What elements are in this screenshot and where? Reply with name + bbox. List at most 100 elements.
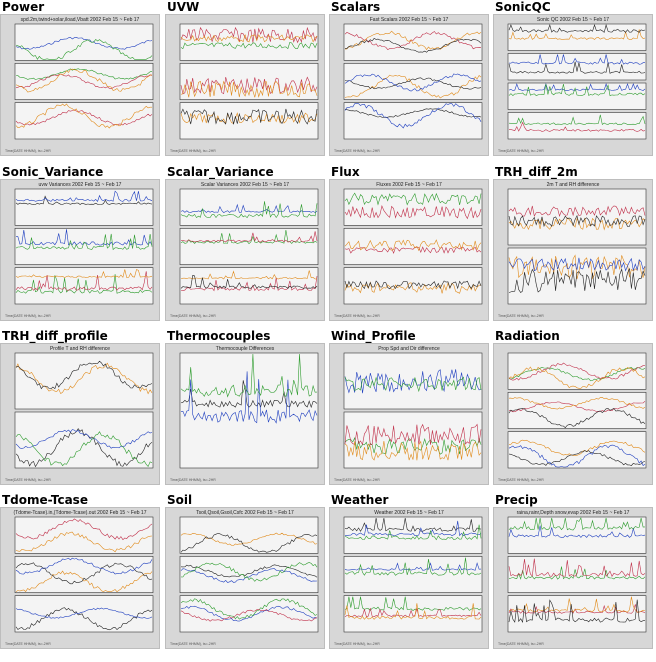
plot-title: Thermocouple Differences bbox=[215, 346, 275, 352]
plot-panel bbox=[14, 411, 154, 469]
series-line bbox=[180, 33, 318, 43]
plot-cell: Soil Tsoil,Qsoil,Gsoil,Csfc 2002 Feb 15 ~… bbox=[165, 493, 325, 653]
plot-footer: Time(DATE HHMM), ts=-2HR bbox=[170, 478, 216, 482]
plot-title: (Tdome-Tcase).in,(Tdome-Tcase).out 2002 … bbox=[13, 510, 147, 516]
plot-thumbnail[interactable]: Fast Scalars 2002 Feb 15 ~ Feb 17 Time(DA… bbox=[329, 14, 489, 156]
plot-graphic bbox=[14, 516, 154, 633]
series-line bbox=[508, 83, 646, 97]
plot-title: Profile T and RH difference bbox=[49, 346, 111, 352]
plot-graphic bbox=[507, 188, 647, 305]
series-line bbox=[508, 83, 646, 92]
plot-footer: Time(DATE HHMM), ts=-2HR bbox=[5, 478, 51, 482]
plot-thumbnail[interactable]: uvw Variances 2002 Feb 15 ~ Feb 17 Time(D… bbox=[0, 179, 160, 321]
plot-cell: SonicQC Sonic QC 2002 Feb 15 ~ Feb 17 Time… bbox=[493, 0, 653, 160]
series-line bbox=[180, 598, 318, 620]
series-line bbox=[180, 270, 318, 280]
series-line bbox=[180, 76, 318, 95]
series-line bbox=[344, 74, 482, 99]
plot-cell: Tdome-Tcase (Tdome-Tcase).in,(Tdome-Tcase… bbox=[0, 493, 160, 653]
series-line bbox=[344, 108, 482, 118]
plot-graphic bbox=[343, 23, 483, 140]
plot-graphic bbox=[179, 188, 319, 305]
series-line bbox=[508, 517, 646, 531]
series-line bbox=[508, 114, 646, 126]
plot-heading: TRH_diff_profile bbox=[2, 329, 108, 343]
series-line bbox=[344, 376, 482, 393]
plot-panel bbox=[14, 228, 154, 265]
plot-footer: Time(DATE HHMM), ts=-2HR bbox=[5, 149, 51, 153]
series-line bbox=[180, 380, 318, 409]
plot-footer: Time(DATE HHMM), ts=-2HR bbox=[498, 314, 544, 318]
plot-title: Prop Spd and Dir difference bbox=[378, 346, 440, 352]
series-line bbox=[344, 596, 482, 611]
series-line bbox=[344, 30, 482, 51]
plot-title: Fluxes 2002 Feb 15 ~ Feb 17 bbox=[376, 182, 442, 188]
plot-thumbnail[interactable]: Profile T and RH difference Time(DATE HHM… bbox=[0, 343, 160, 485]
series-line bbox=[508, 257, 646, 272]
series-line bbox=[15, 73, 153, 90]
plot-thumbnail[interactable]: 2m T and RH difference Time(DATE HHMM), t… bbox=[493, 179, 653, 321]
series-line bbox=[15, 431, 153, 468]
plot-panel bbox=[14, 23, 154, 61]
series-line bbox=[508, 205, 646, 217]
series-line bbox=[180, 371, 318, 424]
series-line bbox=[344, 246, 482, 254]
plot-thumbnail[interactable]: Weather 2002 Feb 15 ~ Feb 17 Time(DATE HH… bbox=[329, 507, 489, 649]
plot-panel bbox=[179, 352, 319, 469]
plot-heading: Thermocouples bbox=[167, 329, 271, 343]
plot-title: Fast Scalars 2002 Feb 15 ~ Feb 17 bbox=[369, 17, 449, 23]
series-line bbox=[508, 23, 646, 33]
series-line bbox=[508, 444, 646, 468]
plot-thumbnail[interactable]: Time(DATE HHMM), ts=-2HR bbox=[165, 14, 325, 156]
plot-graphic bbox=[343, 352, 483, 469]
series-line bbox=[508, 596, 646, 613]
plot-graphic bbox=[343, 516, 483, 633]
series-line bbox=[344, 520, 482, 537]
plot-panel bbox=[343, 102, 483, 140]
series-line bbox=[15, 38, 153, 60]
plot-graphic bbox=[343, 188, 483, 305]
series-line bbox=[344, 423, 482, 446]
series-line bbox=[15, 68, 153, 80]
plot-cell: TRH_diff_profile Profile T and RH differe… bbox=[0, 329, 160, 489]
plot-footer: Time(DATE HHMM), ts=-2HR bbox=[334, 642, 380, 646]
plot-cell: Radiation Time(DATE HHMM), ts=-2HR bbox=[493, 329, 653, 489]
series-line bbox=[344, 369, 482, 394]
plot-panel bbox=[507, 53, 647, 81]
plot-title: Scalar Variances 2002 Feb 15 ~ Feb 17 bbox=[200, 182, 290, 188]
plot-thumbnail[interactable]: (Tdome-Tcase).in,(Tdome-Tcase).out 2002 … bbox=[0, 507, 160, 649]
series-line bbox=[344, 77, 482, 90]
plot-thumbnail[interactable]: raina,rainr,Depth snow,evap 2002 Feb 15 … bbox=[493, 507, 653, 649]
series-line bbox=[180, 112, 318, 125]
plot-thumbnail[interactable]: Time(DATE HHMM), ts=-2HR bbox=[493, 343, 653, 485]
series-line bbox=[15, 518, 153, 541]
series-line bbox=[344, 562, 482, 571]
series-line bbox=[508, 61, 646, 74]
plot-heading: UVW bbox=[167, 0, 200, 14]
plot-cell: Scalars Fast Scalars 2002 Feb 15 ~ Feb 17… bbox=[329, 0, 489, 160]
plot-footer: Time(DATE HHMM), ts=-2HR bbox=[334, 478, 380, 482]
plot-thumbnail[interactable]: spd.2m,twind+solar,iload,Vbatt 2002 Feb … bbox=[0, 14, 160, 156]
plot-graphic bbox=[14, 188, 154, 305]
plot-panel bbox=[343, 228, 483, 265]
plot-thumbnail[interactable]: Fluxes 2002 Feb 15 ~ Feb 17 Time(DATE HHM… bbox=[329, 179, 489, 321]
plot-title: 2m T and RH difference bbox=[546, 182, 600, 188]
plot-panel bbox=[179, 516, 319, 554]
plot-panel bbox=[179, 556, 319, 593]
series-line bbox=[180, 26, 318, 44]
plot-heading: Scalars bbox=[331, 0, 381, 14]
plot-heading: TRH_diff_2m bbox=[495, 165, 578, 179]
plot-thumbnail[interactable]: Sonic QC 2002 Feb 15 ~ Feb 17 Time(DATE H… bbox=[493, 14, 653, 156]
plot-thumbnail[interactable]: Thermocouple Differences Time(DATE HHMM),… bbox=[165, 343, 325, 485]
series-line bbox=[508, 121, 646, 132]
plot-panel bbox=[507, 112, 647, 140]
plot-cell: Sonic_Variance uvw Variances 2002 Feb 15 … bbox=[0, 165, 160, 325]
series-line bbox=[180, 568, 318, 583]
series-line bbox=[344, 607, 482, 618]
series-line bbox=[508, 566, 646, 580]
plot-thumbnail[interactable]: Tsoil,Qsoil,Gsoil,Csfc 2002 Feb 15 ~ Feb… bbox=[165, 507, 325, 649]
plot-thumbnail[interactable]: Prop Spd and Dir difference Time(DATE HHM… bbox=[329, 343, 489, 485]
plot-title: spd.2m,twind+solar,iload,Vbatt 2002 Feb … bbox=[20, 17, 140, 23]
plot-thumbnail[interactable]: Scalar Variances 2002 Feb 15 ~ Feb 17 Tim… bbox=[165, 179, 325, 321]
plot-heading: Wind_Profile bbox=[331, 329, 416, 343]
